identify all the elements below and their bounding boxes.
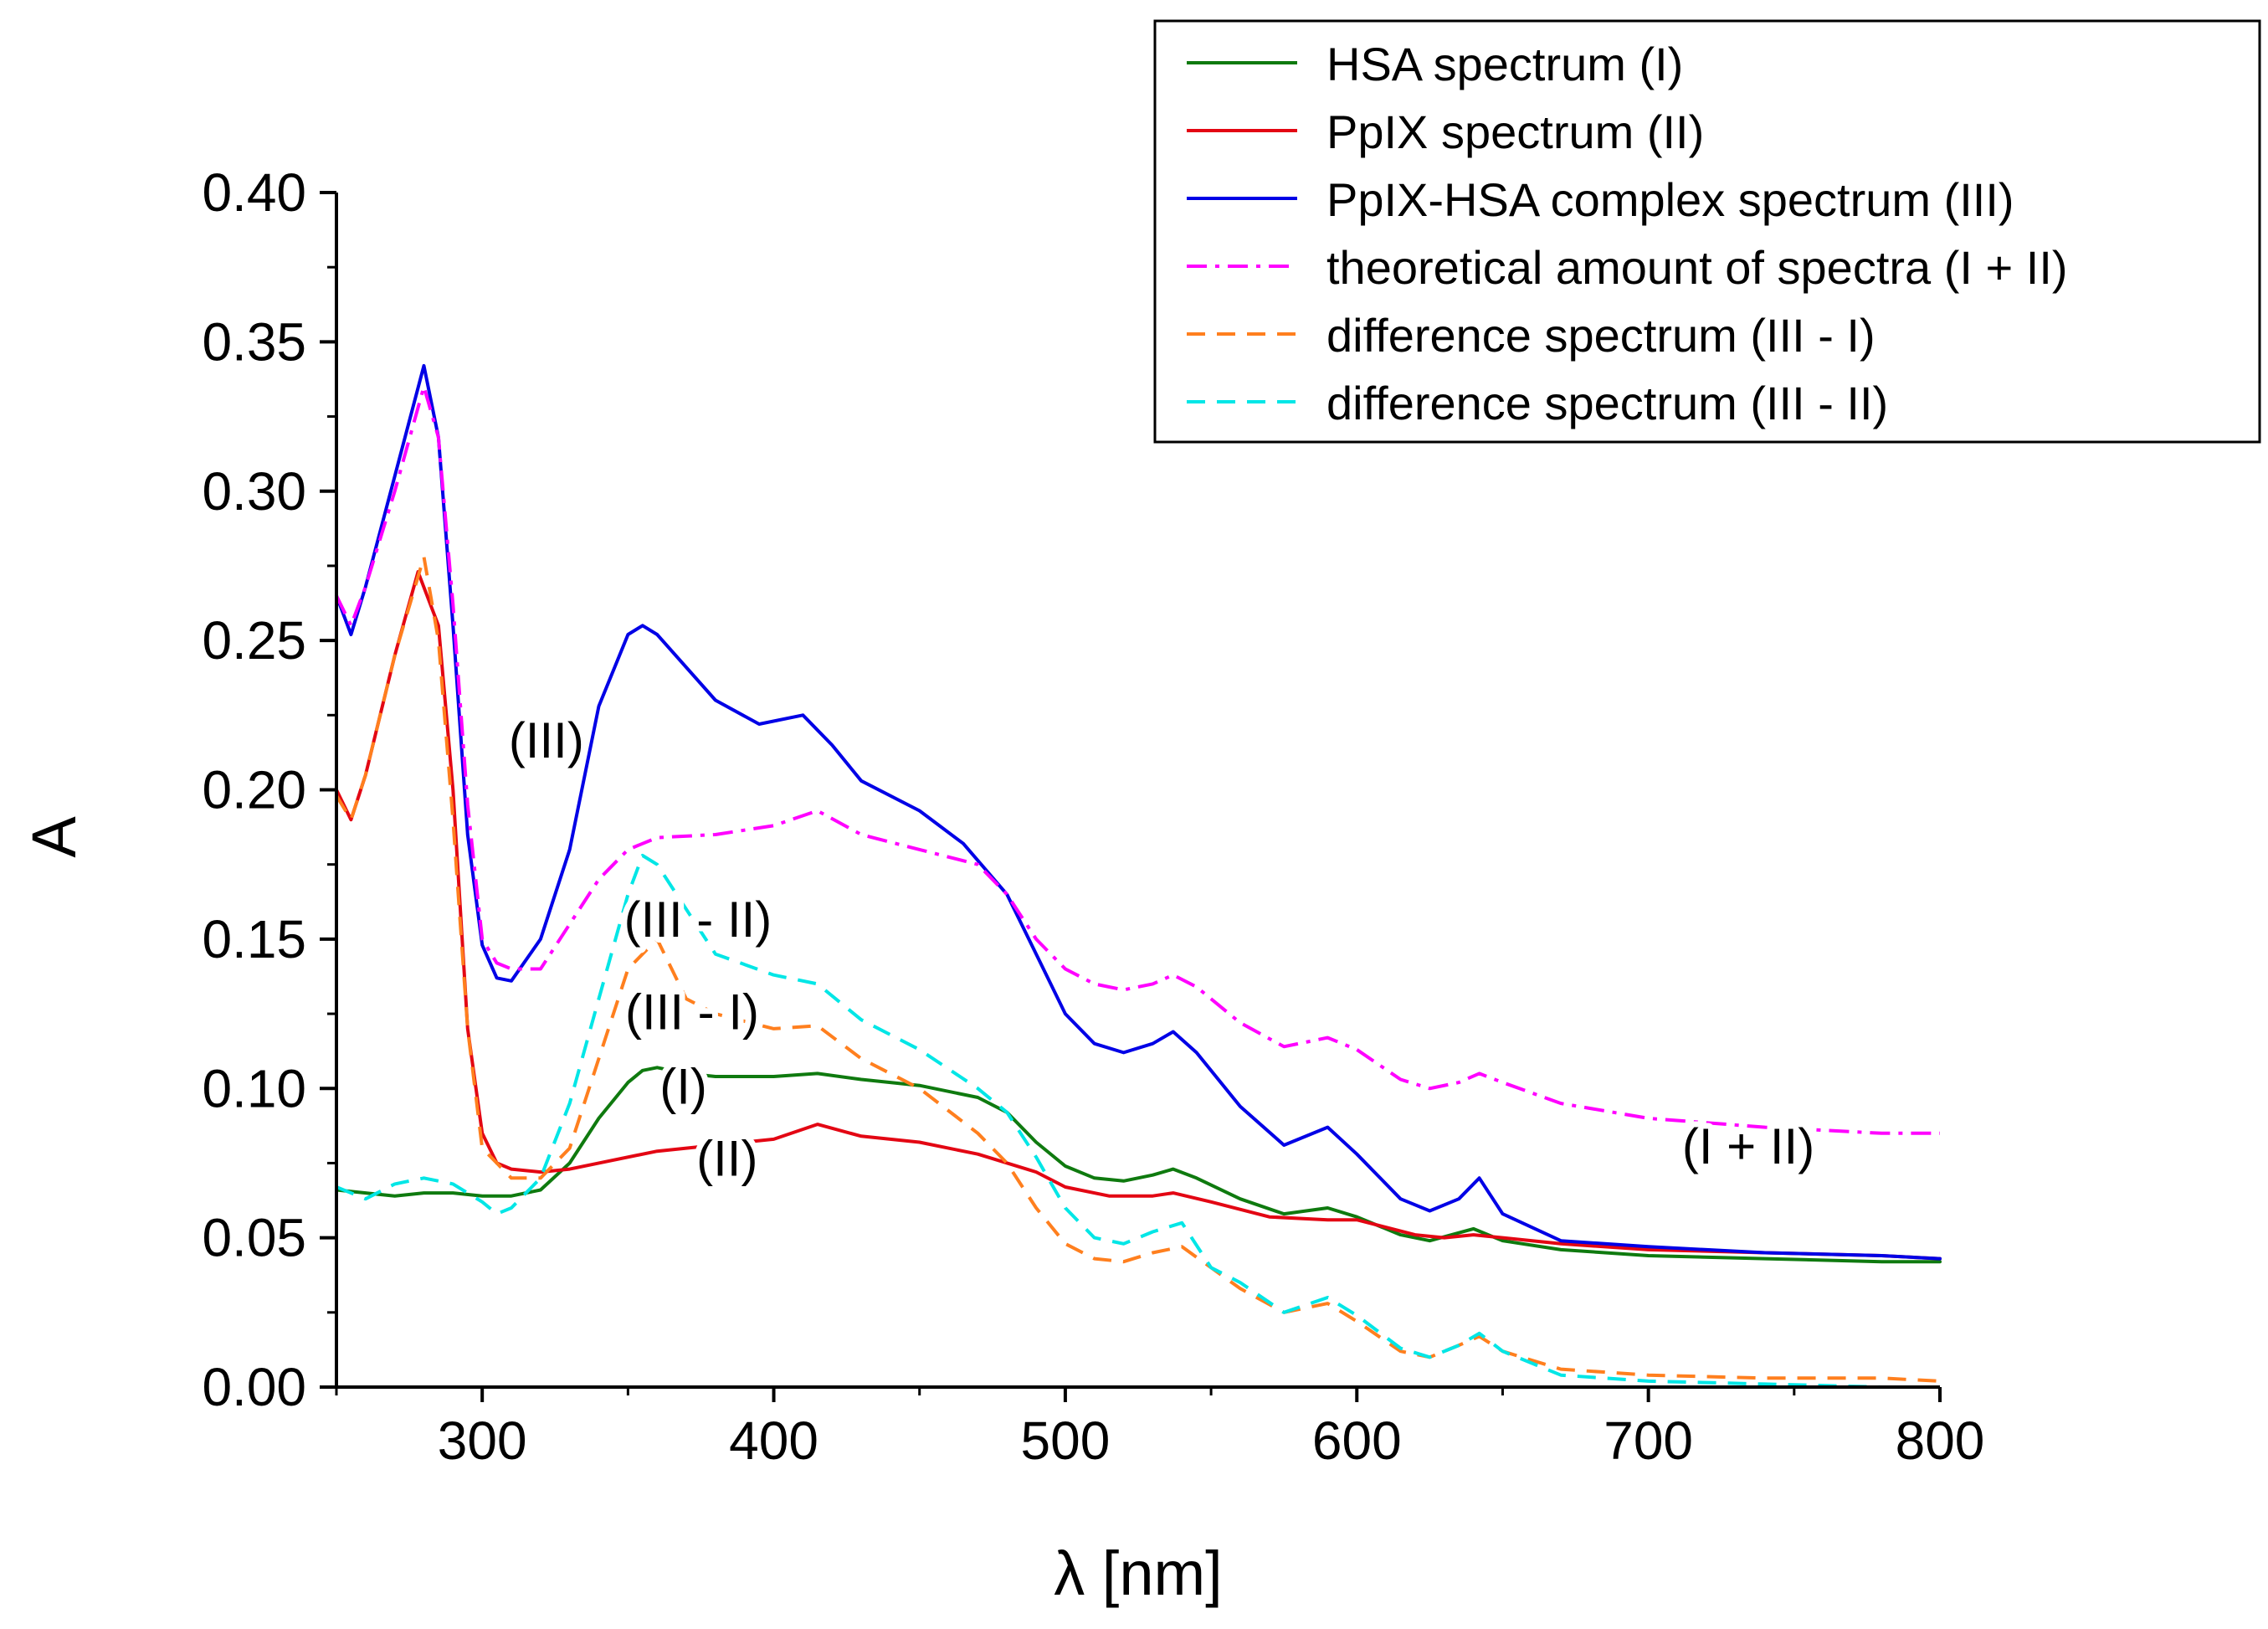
- legend-label-3: PpIX-HSA complex spectrum (III): [1326, 173, 2014, 226]
- series-line-6: [336, 854, 1940, 1389]
- y-tick-label: 0.10: [202, 1058, 306, 1118]
- x-tick-label: 300: [438, 1411, 527, 1471]
- y-tick-label: 0.25: [202, 610, 306, 671]
- legend-label-5: difference spectrum (III - I): [1326, 309, 1875, 362]
- series-line-1: [335, 1066, 1942, 1264]
- x-tick-label: 400: [729, 1411, 818, 1471]
- series-line-3: [335, 363, 1942, 1261]
- legend-label-6: difference spectrum (III - II): [1326, 377, 1888, 429]
- series-layer: [335, 363, 1942, 1389]
- y-tick-label: 0.00: [202, 1357, 306, 1417]
- legend-box: [1153, 19, 2261, 444]
- x-axis-label: λ [nm]: [1054, 1539, 1222, 1608]
- y-tick-label: 0.05: [202, 1208, 306, 1268]
- y-tick-label: 0.40: [202, 162, 306, 223]
- x-tick-label: 500: [1021, 1411, 1111, 1471]
- y-axis-label: A: [19, 816, 89, 858]
- legend-label-2: PpIX spectrum (II): [1326, 105, 1704, 158]
- y-tick-label: 0.35: [202, 311, 306, 372]
- x-tick-label: 700: [1604, 1411, 1693, 1471]
- y-ticks: 0.00 0.05 0.10 0.15 0.20 0.25 0.30 0.35 0.40: [202, 162, 336, 1417]
- legend: HSA spectrum (I) PpIX spectrum (II) PpIX-H…: [1153, 19, 2261, 444]
- series-line-4: [335, 384, 1940, 1135]
- legend-label-4: theoretical amount of spectra (I + II): [1326, 241, 2068, 294]
- annotations: (III) (III - II) (III - I) (I) (II) (I + II): [503, 707, 1820, 1192]
- curve-annotation: (II): [696, 1130, 757, 1186]
- y-tick-label: 0.15: [202, 909, 306, 969]
- x-tick-label: 600: [1312, 1411, 1402, 1471]
- curve-annotation: (I + II): [1682, 1118, 1814, 1174]
- curve-annotation: (I): [659, 1059, 707, 1115]
- y-tick-label: 0.20: [202, 760, 306, 820]
- curve-annotation: (III - I): [625, 984, 759, 1040]
- curve-annotation: (III): [509, 712, 584, 768]
- curve-annotation: (III - II): [624, 892, 772, 948]
- legend-items: HSA spectrum (I) PpIX spectrum (II) PpIX-H…: [1187, 38, 2068, 429]
- legend-label-1: HSA spectrum (I): [1326, 38, 1683, 90]
- x-tick-label: 800: [1896, 1411, 1985, 1471]
- x-ticks: 300 400 500 600 700 800: [335, 1387, 1985, 1471]
- y-tick-label: 0.30: [202, 461, 306, 522]
